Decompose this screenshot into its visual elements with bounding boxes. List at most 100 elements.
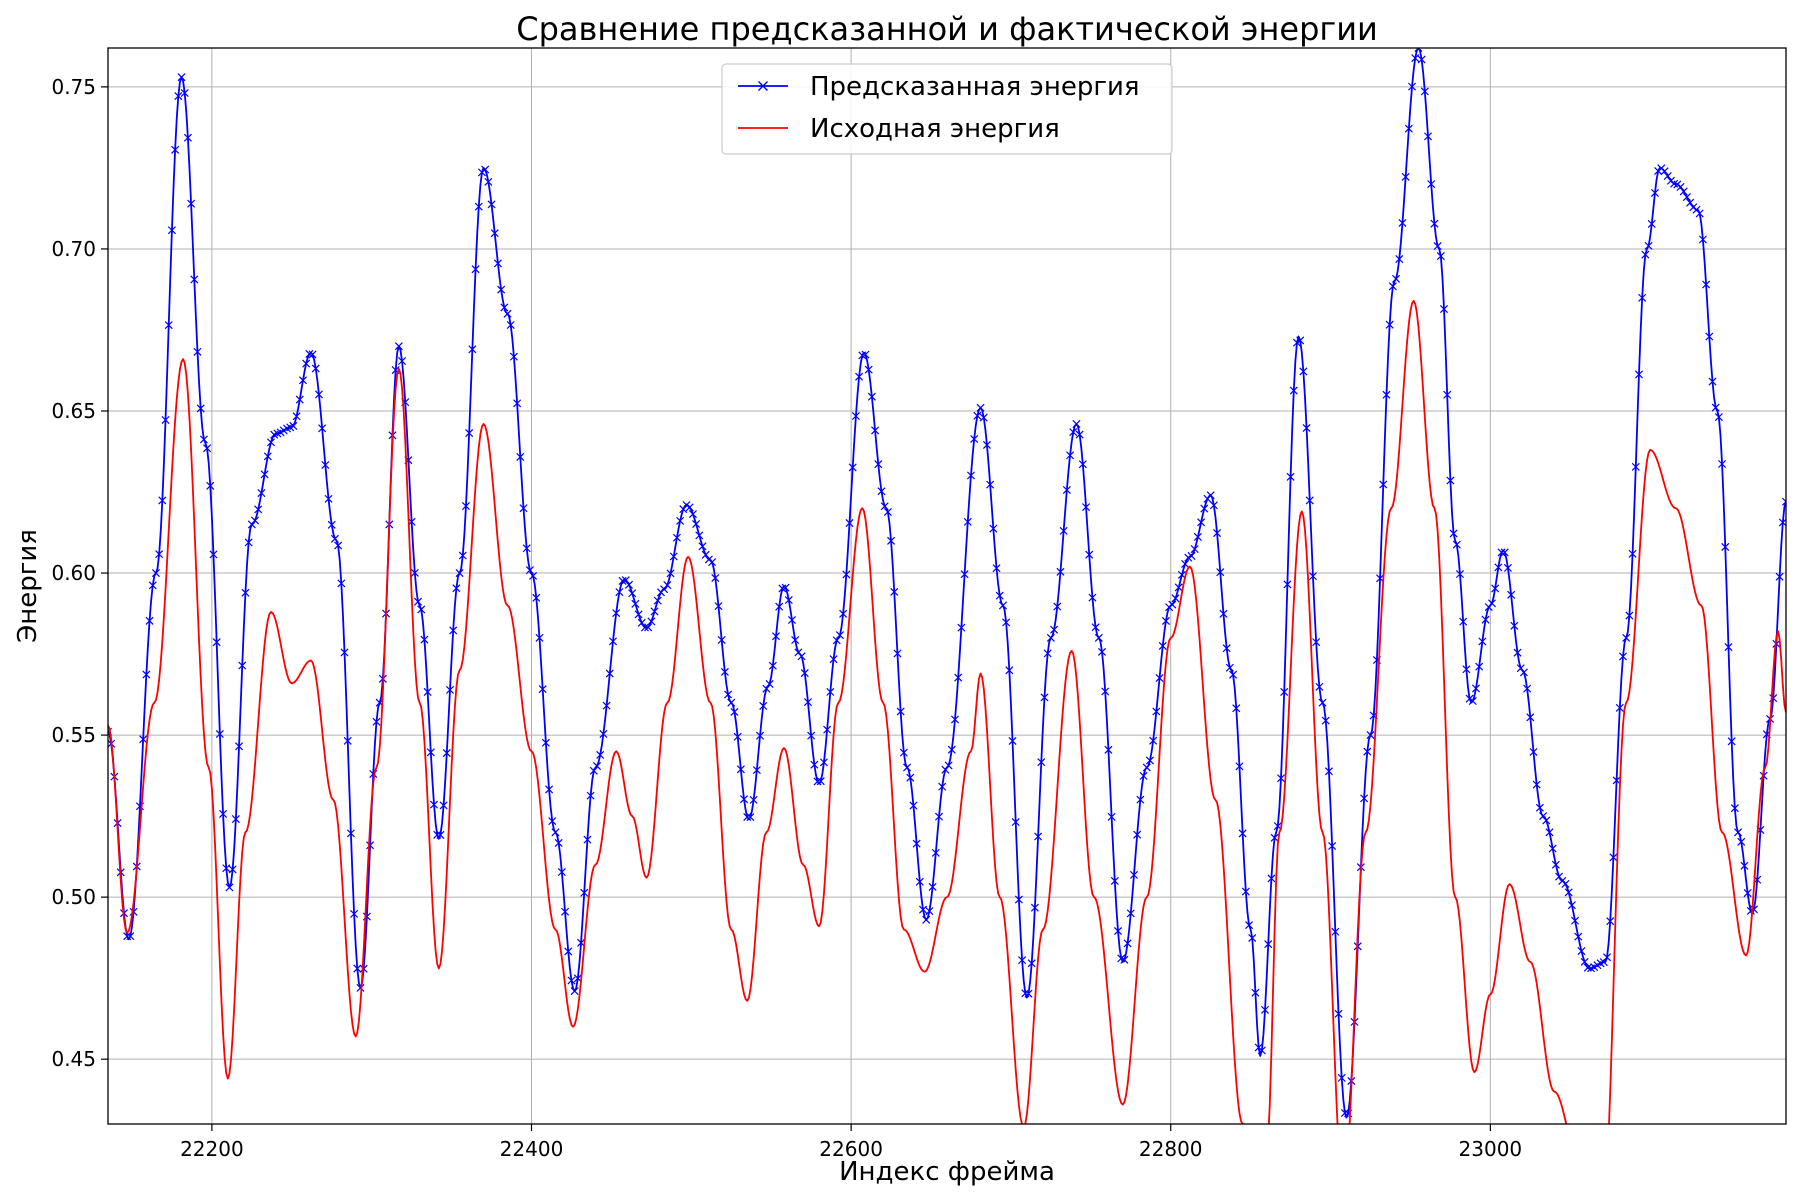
x-marker <box>148 581 157 590</box>
x-marker <box>1609 853 1618 862</box>
x-marker <box>711 573 720 583</box>
x-marker <box>580 888 589 897</box>
x-marker <box>1503 563 1512 572</box>
x-marker <box>784 596 793 605</box>
x-marker <box>1296 336 1305 345</box>
x-marker <box>864 365 873 374</box>
x-marker <box>1050 625 1059 634</box>
x-marker <box>340 648 349 657</box>
x-marker <box>203 444 212 453</box>
legend-marker-predicted <box>758 81 768 91</box>
plot-frame <box>107 47 1787 1125</box>
x-marker <box>196 404 205 413</box>
x-marker <box>1721 542 1730 551</box>
x-marker <box>612 609 621 618</box>
x-marker <box>129 907 138 916</box>
x-marker <box>330 534 339 543</box>
x-marker <box>1046 633 1055 642</box>
x-marker <box>1245 921 1254 930</box>
x-marker <box>1462 665 1471 674</box>
x-marker <box>545 785 554 794</box>
x-marker <box>161 415 170 425</box>
x-marker <box>1206 491 1215 500</box>
x-marker <box>1446 476 1455 485</box>
x-marker <box>1471 684 1480 693</box>
x-marker <box>254 505 263 514</box>
x-marker <box>1312 638 1321 647</box>
x-marker <box>1286 472 1295 481</box>
x-marker <box>819 758 828 767</box>
x-marker <box>676 516 685 525</box>
x-marker <box>1513 648 1522 657</box>
x-marker <box>1276 774 1286 783</box>
x-marker <box>1734 828 1743 837</box>
x-marker <box>807 731 816 740</box>
x-marker <box>1043 649 1052 658</box>
x-marker <box>1283 580 1292 589</box>
predicted-energy-markers <box>108 48 1786 1118</box>
x-marker <box>1414 48 1423 53</box>
x-marker <box>628 589 637 598</box>
x-marker <box>1321 716 1330 725</box>
x-marker <box>1161 616 1170 625</box>
x-marker <box>180 88 189 98</box>
x-marker <box>158 496 167 505</box>
x-marker <box>1580 957 1589 966</box>
x-marker <box>608 637 618 646</box>
x-marker <box>1005 666 1014 675</box>
x-marker <box>174 92 183 101</box>
x-marker <box>1468 696 1477 706</box>
x-marker <box>487 200 496 209</box>
x-marker <box>1037 758 1046 767</box>
x-marker <box>1714 413 1723 422</box>
y-axis: 0.45 0.50 0.55 0.60 0.65 0.70 0.75 <box>51 75 108 1071</box>
x-marker <box>1417 55 1426 64</box>
x-marker <box>225 883 234 892</box>
x-marker <box>986 480 995 489</box>
x-marker <box>289 421 298 430</box>
x-marker <box>1571 916 1580 925</box>
x-marker <box>564 947 573 956</box>
x-marker <box>359 964 368 973</box>
x-marker <box>1168 600 1177 609</box>
x-marker <box>644 623 653 632</box>
x-marker <box>941 765 950 774</box>
x-marker <box>1730 804 1739 813</box>
x-marker <box>1216 568 1225 577</box>
original-energy-line <box>108 299 1786 1124</box>
x-marker <box>685 503 694 512</box>
x-marker <box>1011 817 1020 827</box>
x-marker <box>1120 955 1129 964</box>
x-marker <box>426 748 435 757</box>
x-marker <box>1644 241 1653 250</box>
x-marker <box>749 795 758 804</box>
x-marker <box>190 275 199 284</box>
x-marker <box>474 202 483 211</box>
x-marker <box>803 698 812 707</box>
x-tick-label: 22200 <box>180 1137 244 1161</box>
x-marker <box>1705 332 1714 341</box>
x-marker <box>244 538 253 547</box>
x-marker <box>1408 82 1417 91</box>
x-marker <box>1625 611 1634 620</box>
x-marker <box>1523 684 1532 693</box>
x-marker <box>717 635 726 644</box>
x-marker <box>877 487 886 496</box>
x-marker <box>813 777 822 786</box>
x-marker <box>311 364 320 373</box>
x-marker <box>532 593 541 602</box>
x-marker <box>394 342 403 351</box>
x-marker <box>423 687 432 696</box>
x-marker <box>567 976 576 985</box>
x-marker <box>1101 687 1110 696</box>
x-marker <box>1133 830 1142 839</box>
x-marker <box>145 616 154 625</box>
x-marker <box>372 717 381 726</box>
x-marker <box>883 507 892 517</box>
x-marker <box>666 569 675 578</box>
x-marker <box>1439 305 1449 314</box>
x-marker <box>1551 860 1560 869</box>
x-marker <box>1360 794 1369 803</box>
x-marker <box>1427 180 1436 189</box>
x-marker <box>1577 947 1586 956</box>
